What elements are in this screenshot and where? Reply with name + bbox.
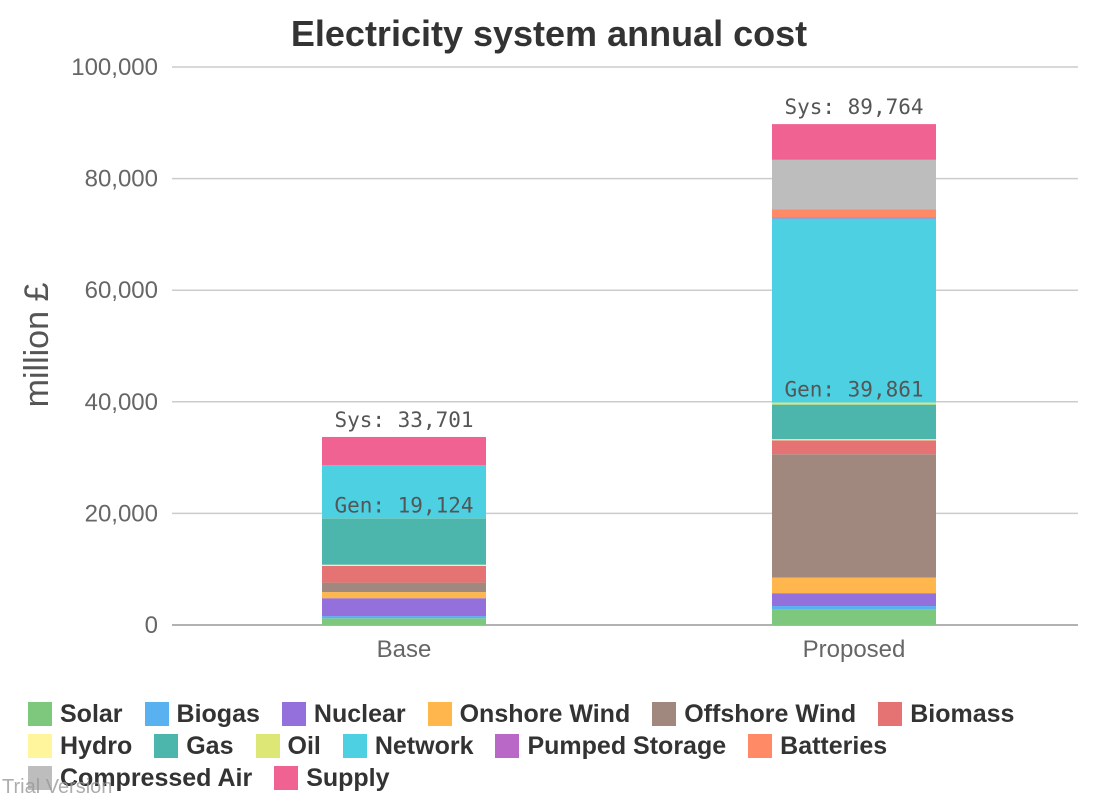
legend-label: Compressed Air (60, 763, 253, 792)
labels: Base Sys: 33,701 Gen: 19,124 Proposed Sys: 8… (334, 95, 923, 663)
legend-label: Solar (60, 699, 123, 728)
legend-item[interactable]: Solar (28, 700, 123, 728)
y-tick-label: 60,000 (85, 277, 158, 304)
bar-segment (772, 440, 936, 455)
legend-item[interactable]: Compressed Air (28, 764, 252, 792)
bar-segment (322, 582, 486, 593)
gen-total-label: Gen: 19,124 (334, 493, 473, 517)
x-tick-label: Proposed (803, 636, 906, 663)
bar-segment (322, 598, 486, 617)
legend-item[interactable]: Supply (274, 763, 390, 792)
legend-label: Nuclear (313, 699, 406, 728)
bar-segment (322, 436, 486, 466)
bar-segment (772, 209, 936, 218)
bar-segment (772, 609, 936, 625)
bar-segment (772, 404, 936, 440)
bar-segment (772, 593, 936, 607)
legend-swatch (652, 702, 677, 726)
bar-segment (322, 465, 486, 519)
legend-item[interactable]: Nuclear (281, 699, 406, 728)
legend-swatch (28, 766, 52, 790)
legend-swatch (342, 734, 367, 758)
chart-title: Electricity system annual cost (291, 13, 807, 54)
legend: Solar Biogas Nuclear Onshore Wind Offshore W… (28, 700, 1088, 792)
bar-segment (322, 592, 486, 599)
y-tick-label: 20,000 (85, 500, 158, 527)
legend-item[interactable]: Offshore Wind (652, 700, 856, 728)
legend-swatch (255, 734, 280, 758)
gen-total-label: Gen: 39,861 (784, 378, 923, 402)
legend-swatch (28, 734, 52, 758)
bar-segment (322, 518, 486, 565)
bars (322, 124, 936, 625)
y-tick-label: 0 (145, 612, 158, 639)
bar-segment (322, 565, 486, 583)
legend-swatch (878, 702, 903, 726)
legend-swatch (28, 702, 52, 726)
bar-segment (772, 439, 936, 441)
legend-item[interactable]: Biogas (144, 699, 260, 728)
watermark: Trial Version (2, 776, 113, 798)
bar-segment (772, 402, 936, 405)
legend-label: Pumped Storage (527, 731, 727, 760)
legend-swatch (748, 734, 773, 758)
legend-label: Oil (287, 731, 321, 760)
y-axis-label: million £ (18, 283, 56, 408)
bar-segment (772, 454, 936, 578)
y-tick-label: 100,000 (71, 54, 158, 81)
y-tick-label: 80,000 (85, 166, 158, 193)
legend-swatch (281, 702, 306, 726)
y-tick-label: 40,000 (85, 389, 158, 416)
legend-label: Batteries (780, 731, 888, 760)
legend-swatch (144, 702, 169, 726)
sys-total-label: Sys: 89,764 (784, 95, 923, 119)
bar-segment (772, 218, 936, 403)
legend-label: Offshore Wind (684, 699, 857, 728)
legend-swatch (495, 734, 520, 758)
bar-segment (772, 577, 936, 594)
legend-item[interactable]: Biomass (878, 700, 1014, 728)
legend-label: Supply (306, 763, 390, 792)
bar-segment (322, 618, 486, 625)
legend-label: Hydro (60, 731, 133, 760)
legend-swatch (154, 734, 179, 758)
legend-item[interactable]: Hydro (28, 732, 132, 760)
legend-label: Onshore Wind (459, 699, 631, 728)
bar-segment (772, 217, 936, 219)
legend-swatch (427, 702, 452, 726)
bar-segment (322, 564, 486, 566)
legend-label: Gas (186, 731, 234, 760)
legend-item[interactable]: Network (342, 731, 474, 760)
legend-item[interactable]: Oil (255, 731, 321, 760)
legend-item[interactable]: Pumped Storage (495, 732, 726, 760)
bar-segment (322, 616, 486, 619)
legend-label: Biomass (910, 699, 1015, 728)
x-tick-label: Base (377, 636, 432, 663)
legend-label: Network (374, 731, 474, 760)
bar-segment (772, 159, 936, 210)
legend-item[interactable]: Onshore Wind (427, 699, 631, 728)
bar-segment (772, 606, 936, 610)
legend-swatch (274, 766, 299, 790)
legend-label: Biogas (176, 699, 260, 728)
legend-item[interactable]: Batteries (748, 732, 887, 760)
legend-item[interactable]: Gas (154, 731, 234, 760)
grid: 0 20,000 40,000 60,000 80,000 100,000 (71, 54, 1078, 639)
sys-total-label: Sys: 33,701 (334, 408, 473, 432)
bar-segment (772, 124, 936, 160)
